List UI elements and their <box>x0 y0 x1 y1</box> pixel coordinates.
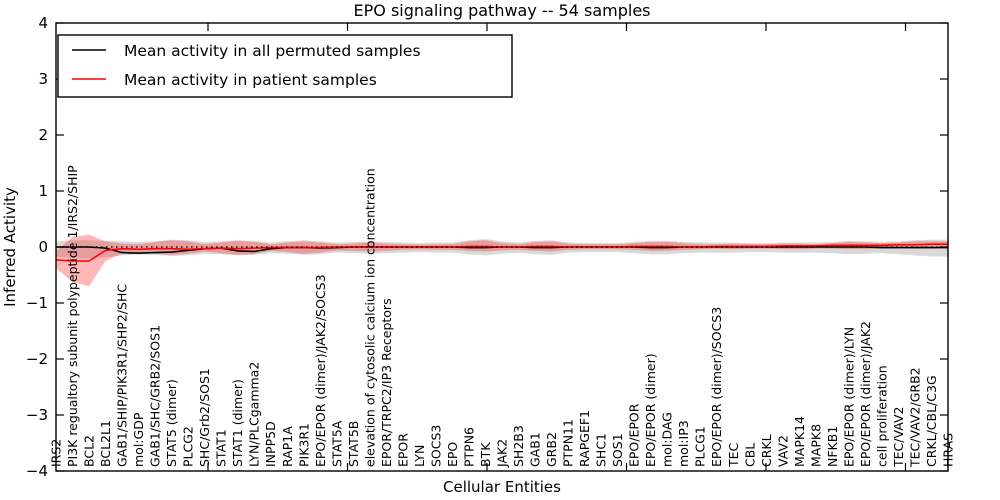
x-tick-label-entity: STAT5 (dimer) <box>164 379 179 467</box>
x-tick-label-entity: SOCS3 <box>428 425 443 467</box>
x-tick-label-entity: EPO/EPOR (dimer) <box>643 353 658 467</box>
x-tick-label-entity: SH2B3 <box>511 425 526 467</box>
x-tick-label-entity: EPO <box>445 442 460 467</box>
y-tick-label: 1 <box>38 182 48 200</box>
x-tick-label-entity: EPOR <box>395 433 410 467</box>
x-tick-label-entity: GRB2 <box>544 432 559 467</box>
x-tick-label-entity: EPOR/TRPC2/IP3 Receptors <box>379 298 394 467</box>
x-tick-label-entity: CBL <box>742 443 757 467</box>
x-tick-label-entity: TEC/VAV2 <box>891 407 906 468</box>
x-tick-label-entity: JAK2 <box>495 439 510 468</box>
x-tick-label-entity: MAPK8 <box>808 424 823 467</box>
legend-label-permuted: Mean activity in all permuted samples <box>124 42 421 60</box>
x-tick-label-entity: RAP1A <box>280 426 295 467</box>
y-tick-label: −4 <box>26 462 48 480</box>
x-tick-label-entity: elevation of cytosolic calcium ion conce… <box>362 168 377 467</box>
x-tick-label-entity: PLCG2 <box>181 426 196 467</box>
chart-title: EPO signaling pathway -- 54 samples <box>354 1 651 20</box>
x-tick-label-entity: EPO/EPOR <box>627 403 642 467</box>
x-tick-label-entity: INPP5D <box>263 421 278 467</box>
x-tick-label-entity: mol:DAG <box>660 412 675 467</box>
x-tick-label-entity: cell proliferation <box>874 365 889 467</box>
x-tick-label-entity: BCL2L1 <box>98 420 113 467</box>
x-tick-label-entity: mol:GDP <box>131 412 146 467</box>
x-tick-label-entity: GAB1/SHC/GRB2/SOS1 <box>148 325 163 467</box>
x-tick-label-entity: EPO/EPOR (dimer)/JAK2 <box>858 321 873 467</box>
x-tick-label-entity: GAB1 <box>528 432 543 467</box>
y-tick-label: 4 <box>38 14 48 32</box>
x-tick-label-entity: SOS1 <box>610 433 625 467</box>
x-tick-label-entity: RAPGEF1 <box>577 410 592 467</box>
x-tick-label-entity: CRKL/CBL/C3G <box>924 375 939 467</box>
y-tick-label: −2 <box>26 350 48 368</box>
y-tick-label: 3 <box>38 70 48 88</box>
x-tick-label-entity: BTK <box>478 442 493 467</box>
x-tick-label-entity: STAT5A <box>329 420 344 467</box>
x-tick-label-entity: TEC <box>726 442 741 468</box>
x-tick-label-entity: EPO/EPOR (dimer)/JAK2/SOCS3 <box>313 274 328 467</box>
legend-label-patient: Mean activity in patient samples <box>124 71 377 89</box>
x-axis-label: Cellular Entities <box>443 478 561 496</box>
x-tick-label-entity: VAV2 <box>775 435 790 467</box>
x-tick-label-entity: STAT1 (dimer) <box>230 379 245 467</box>
x-tick-label-entity: LYN <box>412 445 427 467</box>
y-tick-label: 2 <box>38 126 48 144</box>
y-axis-label: Inferred Activity <box>1 187 19 307</box>
x-tick-label-entity: GAB1/SHIP/PIK3R1/SHP2/SHC <box>115 284 130 467</box>
axes-frame <box>55 22 949 472</box>
permuted-range-band <box>56 239 948 259</box>
x-tick-label-entity: PLCG1 <box>693 426 708 467</box>
x-tick-label-entity: NFKB1 <box>825 426 840 467</box>
x-tick-label-entity: PI3K regualtory subunit polypeptide 1/IR… <box>65 165 80 467</box>
x-tick-label-entity: mol:IP3 <box>676 420 691 467</box>
legend-box <box>57 34 513 98</box>
x-tick-label-entity: PTPN11 <box>561 419 576 467</box>
x-tick-label-entity: BCL2 <box>82 435 97 467</box>
legend: Mean activity in all permuted samples Me… <box>57 34 513 98</box>
x-tick-label-entity: STAT1 <box>214 429 229 467</box>
x-tick-label-entity: EPO/EPOR (dimer)/LYN <box>841 327 856 467</box>
x-tick-label-entity: SHC1 <box>594 433 609 467</box>
y-tick-label: −3 <box>26 406 48 424</box>
x-tick-label-entity: TEC/VAV2/GRB2 <box>907 367 922 468</box>
x-tick-label-entity: PTPN6 <box>461 427 476 467</box>
x-tick-label-entity: PIK3R1 <box>296 423 311 467</box>
x-tick-label-entity: STAT5B <box>346 421 361 467</box>
x-tick-label-entity: SHC/Grb2/SOS1 <box>197 368 212 467</box>
x-tick-label-entity: LYN/PLCgamma2 <box>247 362 262 467</box>
x-tick-label-entity: CRKL <box>759 434 774 467</box>
x-tick-label-entity: EPO/EPOR (dimer)/SOCS3 <box>709 307 724 467</box>
x-tick-label-entity: MAPK14 <box>792 416 807 467</box>
y-tick-label: 0 <box>38 238 48 256</box>
y-tick-label: −1 <box>26 294 48 312</box>
